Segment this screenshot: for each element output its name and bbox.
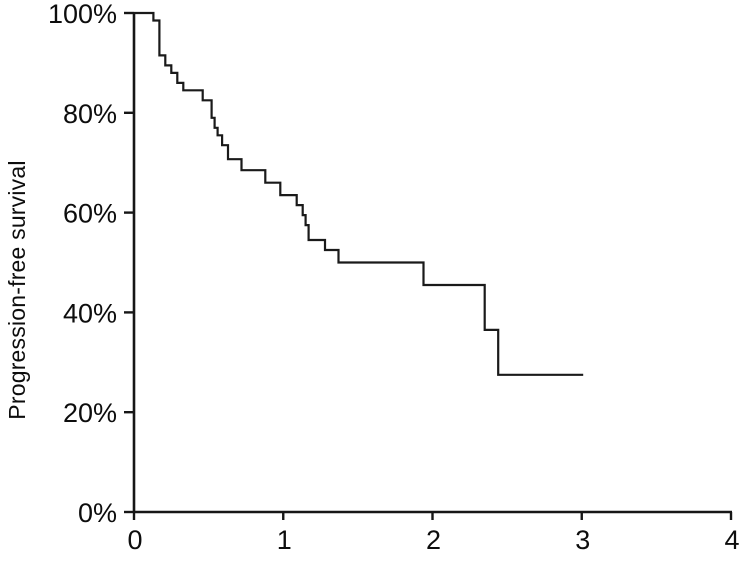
y-tick-label: 20% — [63, 398, 117, 428]
y-tick-label: 0% — [78, 498, 117, 528]
x-tick-label: 3 — [575, 525, 590, 555]
x-axis: 0 1 2 3 4 — [127, 510, 740, 555]
y-tick-label: 80% — [63, 99, 117, 129]
x-tick-label: 2 — [426, 525, 441, 555]
km-curve — [134, 11, 584, 376]
y-tick-label: 40% — [63, 298, 117, 328]
y-axis-title: Progression-free survival — [4, 160, 30, 419]
y-axis: 0% 20% 40% 60% 80% 100% — [48, 0, 136, 528]
x-tick-label: 1 — [277, 525, 292, 555]
x-tick-label: 4 — [724, 525, 739, 555]
y-tick-label: 60% — [63, 199, 117, 229]
x-tick-label: 0 — [127, 525, 142, 555]
y-tick-label: 100% — [48, 0, 117, 29]
